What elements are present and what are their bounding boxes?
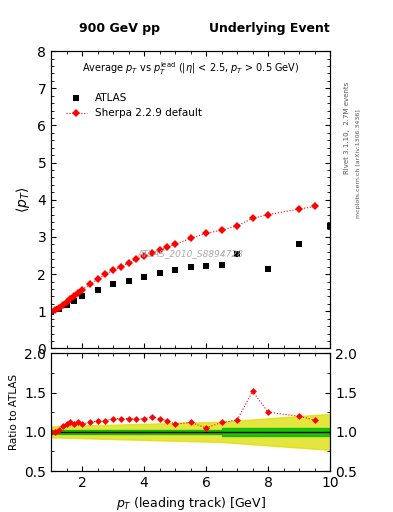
Text: 900 GeV pp: 900 GeV pp [79, 22, 160, 35]
Sherpa 2.2.9 default [111, 267, 116, 273]
Y-axis label: Ratio to ATLAS: Ratio to ATLAS [9, 374, 19, 451]
ATLAS [72, 298, 77, 304]
Line: ATLAS: ATLAS [48, 223, 333, 315]
Sherpa 2.2.9 default [72, 292, 77, 298]
Line: Sherpa 2.2.9 default: Sherpa 2.2.9 default [48, 204, 318, 315]
Sherpa 2.2.9 default [297, 206, 301, 212]
Sherpa 2.2.9 default [49, 309, 53, 315]
Text: Average $p_T$ vs $p_T^{\rm lead}$ ($|\eta|$ < 2.5, $p_T$ > 0.5 GeV): Average $p_T$ vs $p_T^{\rm lead}$ ($|\et… [82, 60, 299, 77]
ATLAS [173, 267, 178, 273]
ATLAS [188, 264, 193, 270]
ATLAS [235, 250, 239, 257]
Sherpa 2.2.9 default [219, 227, 224, 233]
ATLAS [95, 287, 100, 293]
Sherpa 2.2.9 default [250, 215, 255, 221]
Sherpa 2.2.9 default [157, 247, 162, 253]
Sherpa 2.2.9 default [235, 223, 239, 229]
ATLAS [126, 278, 131, 284]
Sherpa 2.2.9 default [61, 302, 65, 308]
Sherpa 2.2.9 default [188, 236, 193, 242]
Text: Underlying Event: Underlying Event [209, 22, 330, 35]
ATLAS [142, 274, 147, 280]
X-axis label: $p_T$ (leading track) [GeV]: $p_T$ (leading track) [GeV] [116, 496, 266, 512]
ATLAS [64, 302, 69, 308]
Sherpa 2.2.9 default [57, 305, 61, 311]
Sherpa 2.2.9 default [103, 271, 108, 278]
ATLAS [328, 223, 332, 229]
Sherpa 2.2.9 default [53, 307, 57, 313]
Legend: ATLAS, Sherpa 2.2.9 default: ATLAS, Sherpa 2.2.9 default [62, 89, 206, 123]
Sherpa 2.2.9 default [126, 260, 131, 266]
ATLAS [57, 306, 61, 312]
Sherpa 2.2.9 default [76, 290, 81, 296]
Sherpa 2.2.9 default [68, 296, 73, 302]
ATLAS [49, 309, 53, 315]
Sherpa 2.2.9 default [80, 287, 84, 293]
Sherpa 2.2.9 default [95, 276, 100, 282]
ATLAS [80, 292, 84, 298]
Y-axis label: $\langle p_T \rangle$: $\langle p_T \rangle$ [14, 186, 32, 213]
Sherpa 2.2.9 default [119, 264, 123, 270]
Sherpa 2.2.9 default [134, 256, 139, 262]
Sherpa 2.2.9 default [149, 250, 154, 257]
ATLAS [219, 262, 224, 268]
Sherpa 2.2.9 default [204, 230, 208, 236]
ATLAS [157, 270, 162, 276]
Sherpa 2.2.9 default [266, 211, 270, 218]
Text: ATLAS_2010_S8894728: ATLAS_2010_S8894728 [138, 249, 244, 258]
Text: mcplots.cern.ch [arXiv:1306.3436]: mcplots.cern.ch [arXiv:1306.3436] [356, 110, 361, 218]
Sherpa 2.2.9 default [142, 253, 147, 259]
Text: Rivet 3.1.10,  2.7M events: Rivet 3.1.10, 2.7M events [344, 82, 350, 174]
ATLAS [297, 241, 301, 247]
ATLAS [266, 265, 270, 271]
ATLAS [204, 263, 208, 269]
Sherpa 2.2.9 default [312, 203, 317, 209]
Sherpa 2.2.9 default [165, 244, 170, 250]
Sherpa 2.2.9 default [173, 241, 178, 247]
ATLAS [111, 282, 116, 288]
Sherpa 2.2.9 default [64, 299, 69, 305]
Sherpa 2.2.9 default [88, 282, 92, 288]
